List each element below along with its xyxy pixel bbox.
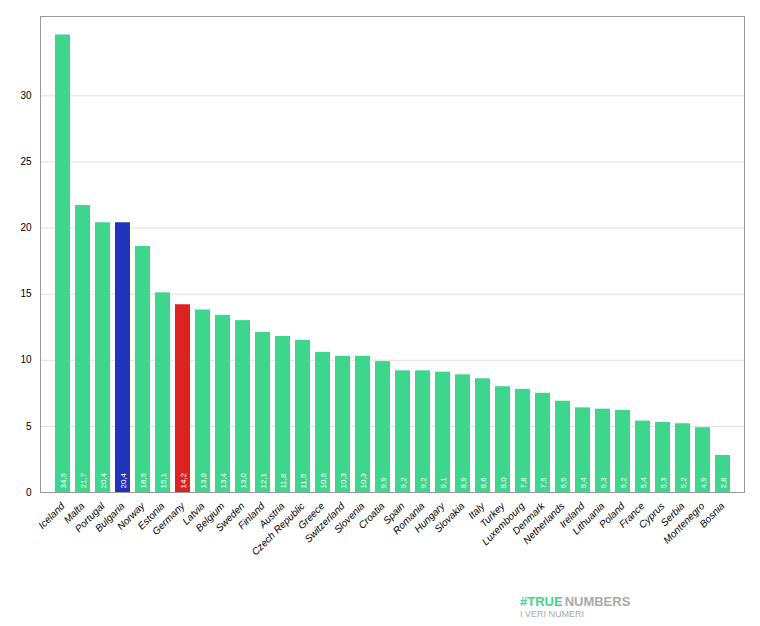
svg-text:Germany: Germany [149, 500, 187, 538]
svg-text:5: 5 [26, 421, 32, 432]
svg-text:France: France [616, 500, 647, 530]
svg-text:Iceland: Iceland [36, 500, 67, 531]
svg-text:8,6: 8,6 [479, 477, 488, 489]
svg-text:Denmark: Denmark [510, 500, 547, 537]
svg-text:Slovenia: Slovenia [331, 500, 367, 536]
svg-text:Slovakia: Slovakia [432, 500, 467, 535]
svg-text:10: 10 [20, 354, 32, 365]
svg-text:30: 30 [20, 90, 32, 101]
svg-text:13,8: 13,8 [199, 472, 208, 488]
svg-text:5,3: 5,3 [659, 477, 668, 489]
svg-text:Poland: Poland [596, 500, 627, 530]
svg-text:13,0: 13,0 [239, 472, 248, 488]
svg-text:Sweden: Sweden [213, 500, 247, 534]
svg-text:6,9: 6,9 [559, 477, 568, 489]
svg-text:8,0: 8,0 [499, 477, 508, 489]
svg-text:Croatia: Croatia [356, 500, 387, 531]
svg-text:Finland: Finland [235, 500, 267, 532]
svg-text:6,3: 6,3 [599, 477, 608, 489]
svg-text:Lithuania: Lithuania [570, 500, 607, 537]
svg-text:34,6: 34,6 [59, 472, 68, 488]
svg-text:6,2: 6,2 [619, 477, 628, 489]
svg-text:Portugal: Portugal [72, 500, 107, 535]
svg-text:Montenegro: Montenegro [661, 500, 707, 546]
svg-text:Spain: Spain [380, 500, 407, 527]
svg-text:Turkey: Turkey [477, 500, 507, 530]
svg-text:Romania: Romania [390, 500, 427, 537]
svg-text:Malta: Malta [61, 500, 87, 526]
svg-text:25: 25 [20, 156, 32, 167]
html-text:#TRUE NUMBERS: #TRUE NUMBERS [520, 594, 631, 609]
svg-text:21,7: 21,7 [79, 472, 88, 488]
svg-text:Greece: Greece [295, 500, 327, 532]
svg-text:Norway: Norway [114, 500, 147, 532]
svg-text:20,4: 20,4 [99, 472, 108, 488]
svg-text:9,2: 9,2 [399, 477, 408, 489]
svg-text:18,6: 18,6 [139, 472, 148, 488]
svg-text:5,2: 5,2 [679, 477, 688, 489]
svg-text:Austria: Austria [256, 500, 287, 530]
svg-text:20,4: 20,4 [119, 472, 128, 488]
svg-text:Italy: Italy [465, 500, 487, 521]
svg-text:9,1: 9,1 [439, 477, 448, 489]
svg-text:13,4: 13,4 [219, 472, 228, 488]
svg-text:Latvia: Latvia [180, 500, 207, 527]
svg-text:9,2: 9,2 [419, 477, 428, 489]
svg-text:Cyprus: Cyprus [636, 500, 666, 530]
svg-text:Czech Republic: Czech Republic [249, 500, 306, 557]
svg-text:20: 20 [20, 222, 32, 233]
svg-text:14,2: 14,2 [179, 472, 188, 488]
svg-text:7,8: 7,8 [519, 477, 528, 489]
svg-text:9,9: 9,9 [379, 477, 388, 489]
svg-text:Hungary: Hungary [412, 500, 447, 535]
svg-text:4,9: 4,9 [699, 477, 708, 489]
svg-text:0: 0 [26, 487, 32, 498]
svg-text:5,4: 5,4 [639, 477, 648, 489]
svg-text:15: 15 [20, 288, 32, 299]
svg-text:Bosnia: Bosnia [697, 500, 727, 530]
svg-text:7,5: 7,5 [539, 477, 548, 489]
svg-text:Luxembourg: Luxembourg [479, 500, 527, 548]
svg-text:10,3: 10,3 [339, 472, 348, 488]
svg-text:8,9: 8,9 [459, 477, 468, 489]
svg-text:Switzerland: Switzerland [302, 500, 347, 545]
svg-text:Belgium: Belgium [193, 500, 227, 534]
html-text:I VERI NUMERI: I VERI NUMERI [520, 609, 584, 619]
svg-text:10,6: 10,6 [319, 472, 328, 488]
svg-text:6,4: 6,4 [579, 477, 588, 489]
svg-text:11,5: 11,5 [299, 473, 308, 489]
svg-text:Estonia: Estonia [135, 500, 167, 532]
svg-text:Ireland: Ireland [557, 500, 587, 530]
svg-text:15,1: 15,1 [159, 472, 168, 488]
svg-text:10,3: 10,3 [359, 472, 368, 488]
svg-text:Serbia: Serbia [658, 500, 687, 529]
svg-text:Netherlands: Netherlands [520, 500, 567, 547]
svg-text:Bulgaria: Bulgaria [92, 500, 127, 534]
svg-text:12,1: 12,1 [259, 472, 268, 488]
svg-text:2,8: 2,8 [719, 477, 728, 489]
svg-text:11,8: 11,8 [279, 473, 288, 489]
